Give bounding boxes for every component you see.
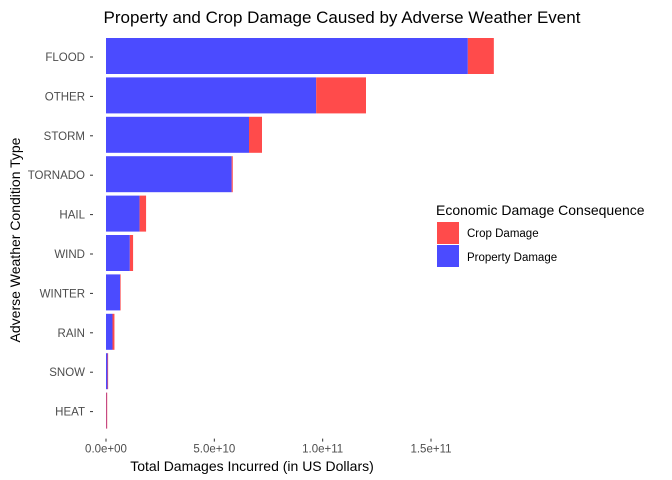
bar-crop-damage-heat [106, 392, 108, 429]
bar-crop-damage-other [316, 77, 366, 114]
bar-property-damage-snow [106, 353, 108, 390]
x-tick-label: 1.0e+11 [302, 444, 343, 456]
y-tick-label-other: OTHER [45, 91, 85, 103]
bar-crop-damage-rain [112, 313, 115, 350]
bar-property-damage-storm [106, 116, 249, 153]
legend-swatch-crop-damage [437, 222, 459, 244]
y-tick-label-winter: WINTER [40, 288, 85, 300]
bar-property-damage-tornado [106, 156, 232, 193]
bar-crop-damage-winter [120, 274, 121, 311]
y-tick-label-storm: STORM [44, 131, 85, 143]
bar-crop-damage-tornado [231, 156, 233, 193]
bar-property-damage-other [106, 77, 317, 114]
legend: Economic Damage Consequence Crop Damage … [436, 202, 645, 267]
x-tick-label: 1.5e+11 [410, 444, 451, 456]
y-tick-label-wind: WIND [54, 249, 85, 261]
bar-property-damage-hail [106, 195, 140, 232]
bar-crop-damage-snow [107, 353, 109, 390]
y-tick-label-tornado: TORNADO [28, 170, 85, 182]
y-tick-label-rain: RAIN [58, 328, 85, 340]
y-tick-label-hail: HAIL [59, 210, 85, 222]
x-axis-title: Total Damages Incurred (in US Dollars) [130, 458, 374, 474]
x-tick-label: 0.0e+00 [85, 444, 127, 456]
bar-property-damage-winter [106, 274, 121, 311]
bar-property-damage-heat [106, 392, 107, 429]
bar-property-damage-rain [106, 313, 113, 350]
bar-crop-damage-storm [249, 116, 262, 153]
y-axis: FLOOD OTHER STORM TORNADO HAIL WIND WINTER RAIN… [28, 52, 93, 419]
bar-property-damage-flood [106, 38, 468, 74]
y-axis-title: Adverse Weather Condition Type [7, 137, 23, 342]
legend-swatch-property-damage [437, 245, 459, 267]
x-tick-label: 5.0e+10 [193, 444, 235, 456]
legend-label-crop-damage: Crop Damage [467, 228, 539, 240]
chart-title: Property and Crop Damage Caused by Adver… [104, 8, 581, 27]
legend-title: Economic Damage Consequence [436, 202, 645, 218]
x-axis: 0.0e+00 5.0e+10 1.0e+11 1.5e+11 [85, 438, 452, 456]
legend-label-property-damage: Property Damage [467, 252, 557, 264]
y-tick-label-snow: SNOW [49, 367, 85, 379]
bar-property-damage-wind [106, 235, 130, 271]
bar-crop-damage-hail [139, 195, 147, 232]
bar-crop-damage-flood [467, 38, 494, 74]
plot-area [106, 38, 494, 429]
y-tick-label-flood: FLOOD [45, 52, 85, 64]
y-tick-label-heat: HEAT [55, 407, 85, 419]
bar-crop-damage-wind [129, 235, 134, 271]
